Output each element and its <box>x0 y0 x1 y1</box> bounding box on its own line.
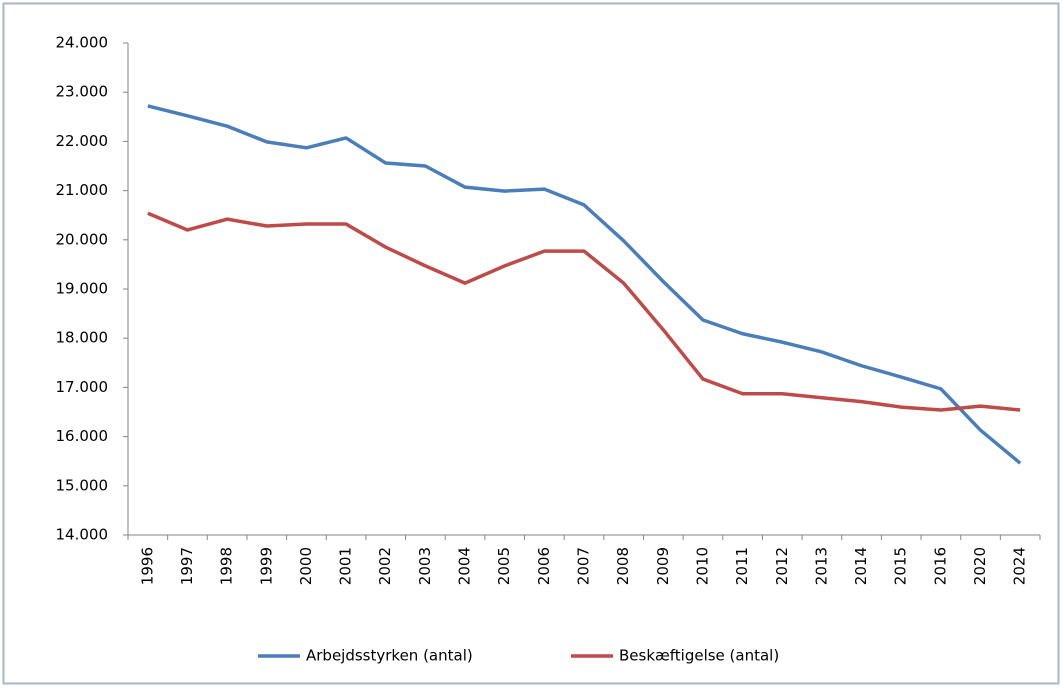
y-tick-label: 22.000 <box>56 132 109 150</box>
line-series <box>147 104 1022 465</box>
x-tick-label: 1997 <box>178 547 196 585</box>
x-tick-label: 2006 <box>535 547 553 585</box>
y-tick-label: 16.000 <box>56 427 109 445</box>
x-tick-label: 2013 <box>812 547 830 585</box>
x-tick-label: 2002 <box>376 547 394 585</box>
x-tick-label: 2015 <box>892 547 910 585</box>
x-tick-label: 2024 <box>1011 547 1029 585</box>
x-tick-label: 1999 <box>257 547 275 585</box>
y-tick-label: 14.000 <box>56 526 109 544</box>
y-tick-label: 15.000 <box>56 476 109 494</box>
y-tick-label: 24.000 <box>56 34 109 52</box>
x-tick-label: 2007 <box>575 547 593 585</box>
y-tick-label: 17.000 <box>56 378 109 396</box>
y-tick-label: 23.000 <box>56 83 109 101</box>
x-tick-label: 2020 <box>971 547 989 585</box>
x-tick-label: 2016 <box>931 547 949 585</box>
y-tick-label: 19.000 <box>56 280 109 298</box>
x-tick-label: 2011 <box>733 547 751 585</box>
y-tick-label: 20.000 <box>56 230 109 248</box>
x-tick-label: 2012 <box>773 547 791 585</box>
x-tick-label: 2005 <box>495 547 513 585</box>
x-tick-label: 2003 <box>416 547 434 585</box>
y-tick-label: 21.000 <box>56 181 109 199</box>
x-tick-label: 2014 <box>852 547 870 585</box>
x-tick-label: 2000 <box>297 547 315 585</box>
legend-label: Beskæftigelse (antal) <box>619 647 779 665</box>
x-tick-label: 2009 <box>654 547 672 585</box>
legend-label: Arbejdsstyrken (antal) <box>306 647 473 665</box>
y-tick-label: 18.000 <box>56 329 109 347</box>
x-tick-label: 2004 <box>456 547 474 585</box>
x-tick-label: 1998 <box>218 547 236 585</box>
x-tick-label: 1996 <box>138 547 156 585</box>
x-tick-label: 2008 <box>614 547 632 585</box>
x-tick-label: 2010 <box>693 547 711 585</box>
line-series <box>147 211 1021 412</box>
x-tick-label: 2001 <box>337 547 355 585</box>
